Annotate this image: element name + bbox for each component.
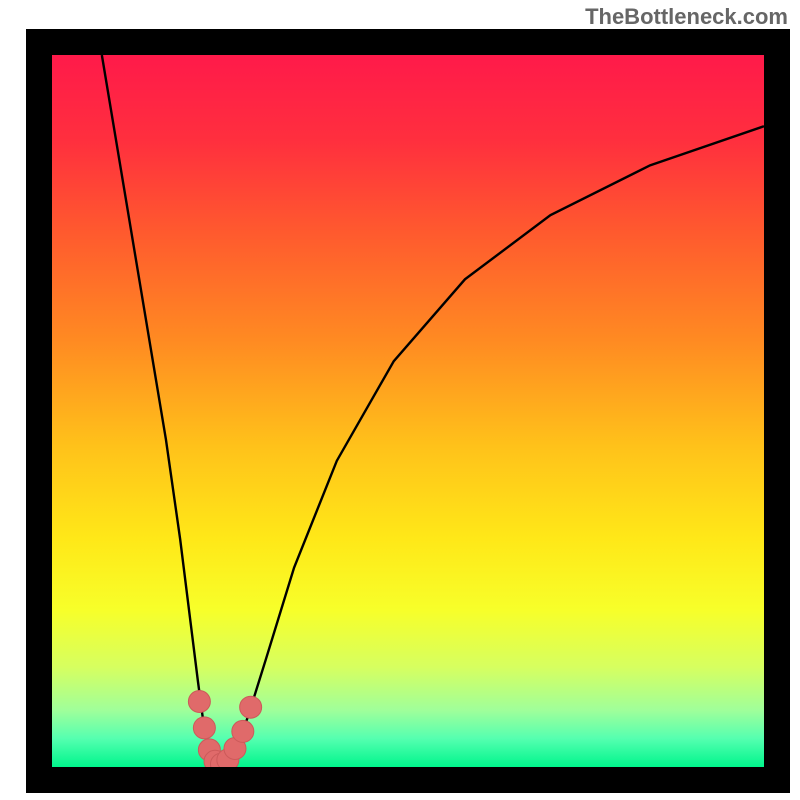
chart-svg xyxy=(26,29,790,793)
curve-marker xyxy=(188,691,210,713)
watermark-text: TheBottleneck.com xyxy=(585,4,788,30)
curve-marker xyxy=(193,717,215,739)
chart-container: TheBottleneck.com xyxy=(0,0,800,800)
chart-frame xyxy=(26,29,790,793)
curve-marker xyxy=(232,720,254,742)
curve-marker xyxy=(240,696,262,718)
